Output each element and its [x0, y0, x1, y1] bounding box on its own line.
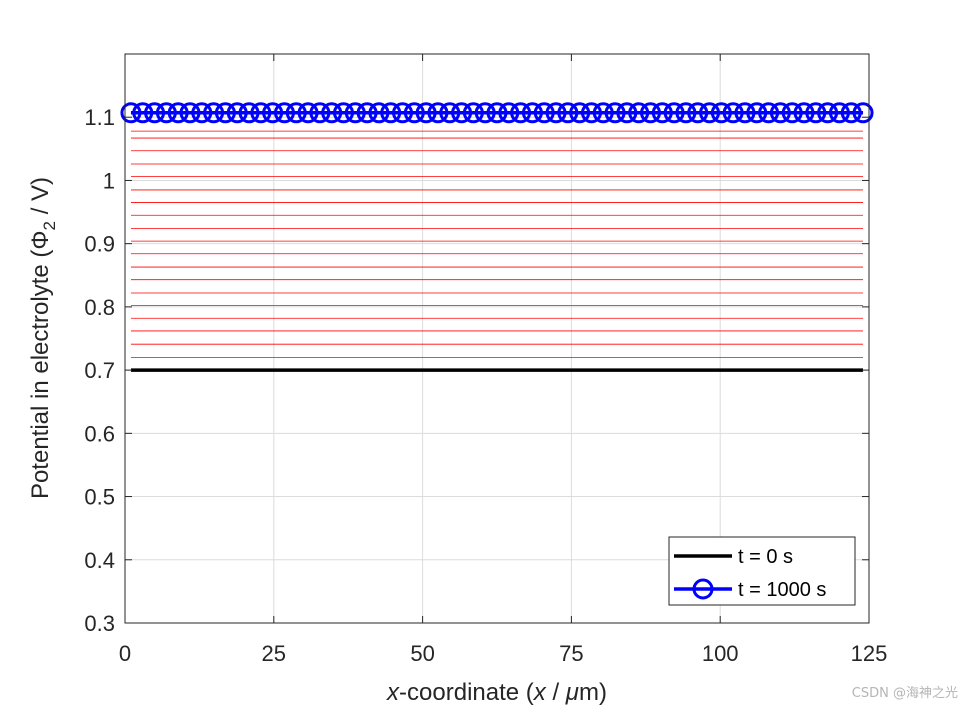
series-marker-t1000 [144, 102, 166, 124]
series-marker-t1000 [699, 102, 721, 124]
series-marker-t1000 [439, 102, 461, 124]
series-marker-t1000 [403, 102, 425, 124]
series-marker-t1000 [486, 102, 508, 124]
legend-label-t1000: t = 1000 s [738, 579, 826, 601]
series-marker-t1000 [663, 102, 685, 124]
series-marker-t1000 [533, 102, 555, 124]
series-marker-t1000 [203, 102, 225, 124]
markers [120, 102, 874, 124]
series-marker-t1000 [781, 102, 803, 124]
y-tick-label: 0.3 [84, 611, 115, 636]
series-marker-t1000 [828, 102, 850, 124]
x-tick-label: 0 [119, 641, 131, 666]
series-marker-t1000 [273, 102, 295, 124]
y-axis-label: Potential in electrolyte (Φ2 / V) [27, 177, 59, 499]
series-marker-t1000 [226, 102, 248, 124]
series-marker-t1000 [545, 102, 567, 124]
y-tick-label: 0.8 [84, 295, 115, 320]
series-marker-t1000 [297, 102, 319, 124]
x-tick-label: 100 [702, 641, 739, 666]
series-marker-t1000 [392, 102, 414, 124]
series-marker-t1000 [592, 102, 614, 124]
series-marker-t1000 [722, 102, 744, 124]
series-marker-t1000 [474, 102, 496, 124]
series-marker-t1000 [368, 102, 390, 124]
series-marker-t1000 [616, 102, 638, 124]
series-marker-t1000 [510, 102, 532, 124]
intermediate-lines [130, 130, 864, 358]
y-tick-label: 1 [103, 168, 115, 193]
series-marker-t1000 [427, 102, 449, 124]
series-marker-t1000 [805, 102, 827, 124]
series-marker-t1000 [580, 102, 602, 124]
y-tick-label: 0.9 [84, 232, 115, 257]
series-marker-t1000 [250, 102, 272, 124]
x-tick-label: 25 [262, 641, 286, 666]
series-marker-t1000 [238, 102, 260, 124]
series-marker-t1000 [179, 102, 201, 124]
series-marker-t1000 [521, 102, 543, 124]
axes-box [124, 53, 870, 624]
watermark: CSDN @海神之光 [851, 686, 958, 701]
x-tick-label: 50 [410, 641, 434, 666]
series-marker-t1000 [651, 102, 673, 124]
x-axis-label: x-coordinate (x / μm) [386, 679, 607, 706]
series-marker-t1000 [309, 102, 331, 124]
series-marker-t1000 [462, 102, 484, 124]
series-marker-t1000 [746, 102, 768, 124]
y-tick-label: 0.6 [84, 421, 115, 446]
y-tick-label: 0.5 [84, 485, 115, 510]
series-marker-t1000 [758, 102, 780, 124]
series-marker-t1000 [356, 102, 378, 124]
series-marker-t1000 [191, 102, 213, 124]
series-marker-t1000 [285, 102, 307, 124]
legend-label-t0: t = 0 s [738, 546, 793, 568]
legend: t = 0 s t = 1000 s [668, 536, 856, 606]
series-marker-t1000 [840, 102, 862, 124]
legend-marker-t1000 [692, 578, 714, 600]
y-tick-label: 0.7 [84, 358, 115, 383]
legend-box [668, 536, 856, 606]
series-marker-t1000 [769, 102, 791, 124]
series-marker-t1000 [344, 102, 366, 124]
series-marker-t1000 [569, 102, 591, 124]
series-marker-t1000 [604, 102, 626, 124]
y-tick-label: 1.1 [84, 105, 115, 130]
series-marker-t1000 [852, 102, 874, 124]
series-marker-t1000 [132, 102, 154, 124]
series-marker-t1000 [167, 102, 189, 124]
series-marker-t1000 [640, 102, 662, 124]
series-marker-t1000 [817, 102, 839, 124]
series-marker-t1000 [321, 102, 343, 124]
series-marker-t1000 [675, 102, 697, 124]
x-tick-label: 125 [851, 641, 888, 666]
series-marker-t1000 [734, 102, 756, 124]
series-marker-t1000 [557, 102, 579, 124]
ticks [124, 54, 870, 624]
series-marker-t1000 [214, 102, 236, 124]
series-marker-t1000 [380, 102, 402, 124]
x-tick-label: 75 [559, 641, 583, 666]
series-marker-t1000 [687, 102, 709, 124]
series-marker-t1000 [710, 102, 732, 124]
series-marker-t1000 [451, 102, 473, 124]
series-marker-t1000 [262, 102, 284, 124]
series-marker-t1000 [498, 102, 520, 124]
x-tick-labels: 0 25 50 75 100 125 [119, 641, 887, 666]
y-tick-label: 0.4 [84, 548, 115, 573]
series-marker-t1000 [793, 102, 815, 124]
series-marker-t1000 [332, 102, 354, 124]
series-marker-t1000 [120, 102, 142, 124]
plot-area [125, 54, 869, 623]
y-tick-labels: 0.3 0.4 0.5 0.6 0.7 0.8 0.9 1 1.1 [84, 105, 115, 636]
series-marker-t1000 [415, 102, 437, 124]
series-marker-t1000 [628, 102, 650, 124]
series-marker-t1000 [155, 102, 177, 124]
